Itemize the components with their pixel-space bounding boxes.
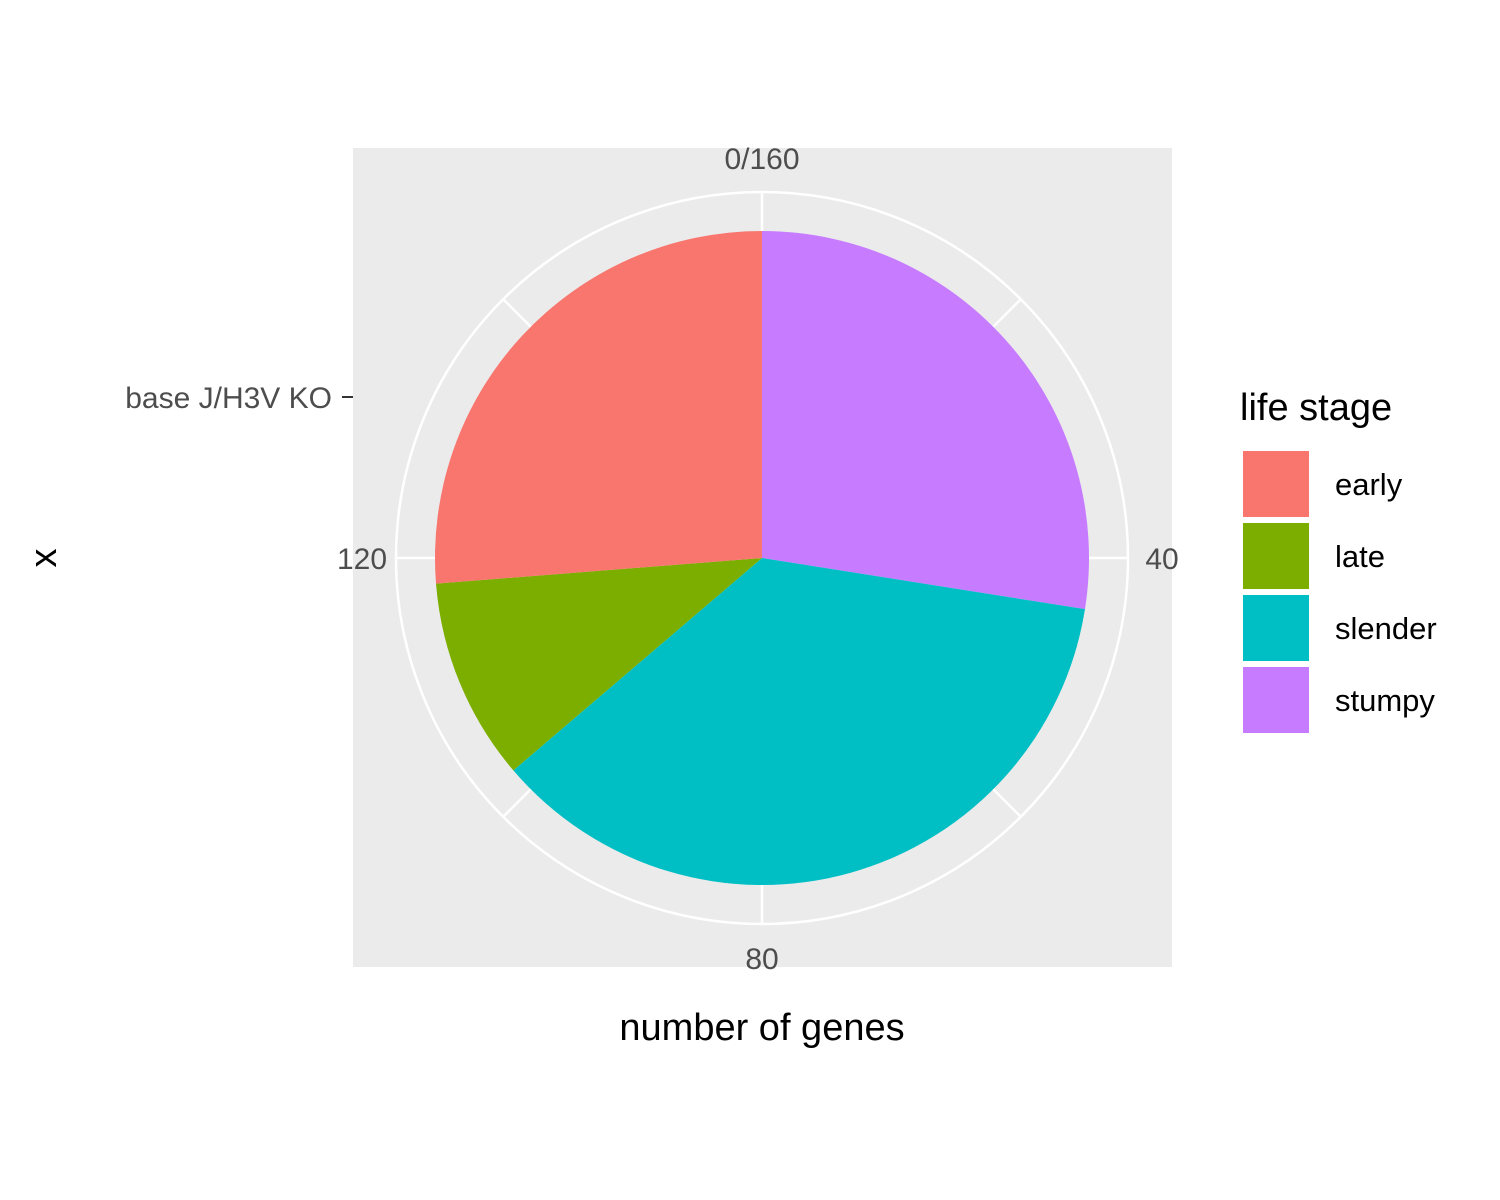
legend: life stage early late slender stumpy [1240, 387, 1437, 733]
theta-tick-label: 80 [745, 943, 778, 976]
pie-slice-early [435, 231, 762, 584]
x-axis-title: number of genes [619, 1007, 904, 1049]
legend-key-late [1243, 523, 1309, 589]
pie-slice-late [436, 558, 762, 771]
y-axis-title: x [23, 549, 65, 568]
pie-slice-stumpy [762, 231, 1090, 610]
theta-tick-label: 0/160 [724, 143, 799, 176]
theta-tick-label: 120 [337, 543, 387, 576]
legend-label-stumpy: stumpy [1335, 683, 1435, 718]
pie-slice-slender [513, 558, 1085, 886]
legend-label-early: early [1335, 467, 1403, 502]
legend-key-early [1243, 451, 1309, 517]
legend-key-slender [1243, 595, 1309, 661]
legend-items: early late slender stumpy [1243, 451, 1437, 733]
y-axis-category-label: base J/H3V KO [125, 382, 332, 415]
slices-layer [435, 231, 1090, 886]
legend-label-late: late [1335, 539, 1385, 574]
theta-ticks: 0/160 40 80 120 [337, 143, 1179, 976]
legend-label-slender: slender [1335, 611, 1437, 646]
legend-key-stumpy [1243, 667, 1309, 733]
theta-tick-label: 40 [1145, 543, 1178, 576]
legend-title: life stage [1240, 387, 1392, 429]
